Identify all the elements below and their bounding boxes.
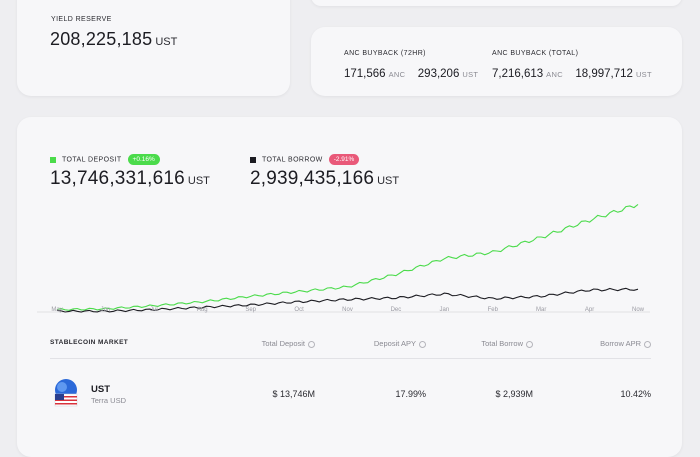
- header-total-borrow[interactable]: Total Borrow: [481, 339, 533, 348]
- series-line-total-deposit: [56, 203, 639, 311]
- deposit-legend-swatch: [50, 156, 56, 163]
- x-tick-label: Jun: [100, 307, 111, 313]
- total-borrow-value: 2,939,435,166: [250, 168, 375, 189]
- header-deposit-apy[interactable]: Deposit APY: [374, 339, 426, 348]
- header-deposit-apy-label: Deposit APY: [373, 339, 416, 348]
- ust-symbol: UST: [91, 384, 110, 395]
- x-tick-label: Oct: [294, 307, 304, 313]
- row-total-deposit: $ 13,746M: [272, 389, 315, 399]
- buyback-total-ust: 18,997,712: [575, 68, 633, 80]
- total-deposit-value: 13,746,331,616: [50, 168, 185, 189]
- x-tick-label: Jul: [149, 307, 158, 313]
- total-borrow-unit: UST: [377, 175, 400, 187]
- buyback-72hr-anc: 171,566: [344, 68, 386, 80]
- total-borrow-label: TOTAL BORROW: [262, 156, 323, 164]
- row-borrow-apr: 10.42%: [620, 389, 651, 399]
- table-row[interactable]: UST Terra USD $ 13,746M 17.99% $ 2,939M …: [17, 367, 682, 427]
- buyback-total-anc: 7,216,613: [492, 68, 544, 80]
- series-line-total-borrow: [56, 287, 639, 313]
- total-borrow-legend: TOTAL BORROW -2.91%: [250, 151, 360, 169]
- buyback-72hr-anc-unit: ANC: [388, 70, 406, 79]
- total-deposit-label: TOTAL DEPOSIT: [62, 156, 122, 164]
- buyback-total-ust-unit: UST: [635, 70, 652, 79]
- buyback-total-label: ANC BUYBACK (TOTAL): [492, 50, 579, 57]
- x-tick-label: Dec: [390, 307, 402, 313]
- x-tick-label: Feb: [487, 307, 498, 313]
- buyback-total-anc-unit: ANC: [546, 70, 563, 79]
- buyback-72hr-ust-unit: UST: [462, 70, 479, 79]
- deposit-change-badge: +0.16%: [127, 154, 160, 166]
- header-total-borrow-label: Total Borrow: [481, 339, 523, 348]
- yield-reserve-label: YIELD RESERVE: [51, 16, 112, 23]
- market-card: TOTAL DEPOSIT +0.16% 13,746,331,616 UST TO…: [17, 117, 682, 457]
- x-tick-label: Jan: [439, 307, 450, 313]
- stablecoin-market-title: STABLECOIN MARKET: [50, 339, 129, 346]
- buyback-72hr-ust: 293,206: [417, 68, 460, 80]
- yield-reserve-card: YIELD RESERVE 208,225,185 UST: [17, 0, 290, 96]
- buyback-72hr-label: ANC BUYBACK (72HR): [344, 50, 426, 57]
- anc-buyback-card: ANC BUYBACK (72HR) 171,566 ANC 293,206 UST…: [311, 27, 682, 96]
- yield-reserve-value: 208,225,185: [50, 29, 153, 49]
- header-borrow-apr[interactable]: Borrow APR: [600, 339, 651, 348]
- chart-x-axis: May Jun Jul Aug Sep Oct Nov Dec Jan Feb Mar Apr Now: [17, 307, 682, 317]
- info-icon[interactable]: [419, 340, 426, 348]
- borrow-legend-swatch: [250, 156, 256, 163]
- x-tick-label: Nov: [342, 307, 353, 313]
- header-total-deposit-label: Total Deposit: [261, 339, 305, 348]
- x-tick-label: Mar: [535, 307, 547, 313]
- row-deposit-apy: 17.99%: [395, 389, 426, 399]
- x-tick-label: Sep: [245, 307, 256, 313]
- table-divider: [50, 358, 651, 359]
- ust-name: Terra USD: [91, 396, 127, 405]
- header-total-deposit[interactable]: Total Deposit: [262, 339, 315, 348]
- info-icon[interactable]: [308, 340, 315, 348]
- x-tick-label: Apr: [584, 307, 595, 313]
- top-partial-card: [311, 0, 682, 6]
- info-icon[interactable]: [644, 340, 651, 348]
- x-tick-label: Now: [631, 307, 645, 313]
- yield-reserve-unit: UST: [155, 36, 178, 48]
- x-tick-label: Aug: [196, 307, 208, 313]
- x-tick-label: May: [51, 307, 63, 313]
- ust-logo-icon: [54, 379, 78, 407]
- total-deposit-unit: UST: [187, 175, 210, 187]
- deposit-borrow-chart[interactable]: [37, 202, 657, 313]
- borrow-change-badge: -2.91%: [328, 154, 360, 166]
- header-borrow-apr-label: Borrow APR: [600, 339, 641, 348]
- row-total-borrow: $ 2,939M: [495, 389, 533, 399]
- total-deposit-legend: TOTAL DEPOSIT +0.16%: [50, 151, 160, 169]
- info-icon[interactable]: [526, 340, 533, 348]
